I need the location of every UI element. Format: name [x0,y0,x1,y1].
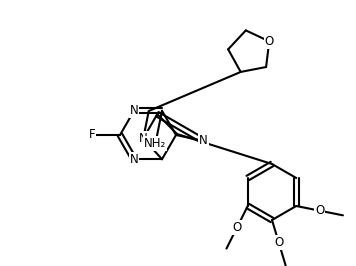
Text: O: O [274,236,283,249]
Text: O: O [315,204,324,217]
Text: O: O [232,221,242,234]
Text: NH₂: NH₂ [144,137,167,150]
Text: N: N [139,132,148,145]
Text: O: O [265,35,274,48]
Text: F: F [89,128,95,142]
Text: N: N [130,104,138,117]
Text: N: N [130,153,138,166]
Text: N: N [199,134,208,147]
